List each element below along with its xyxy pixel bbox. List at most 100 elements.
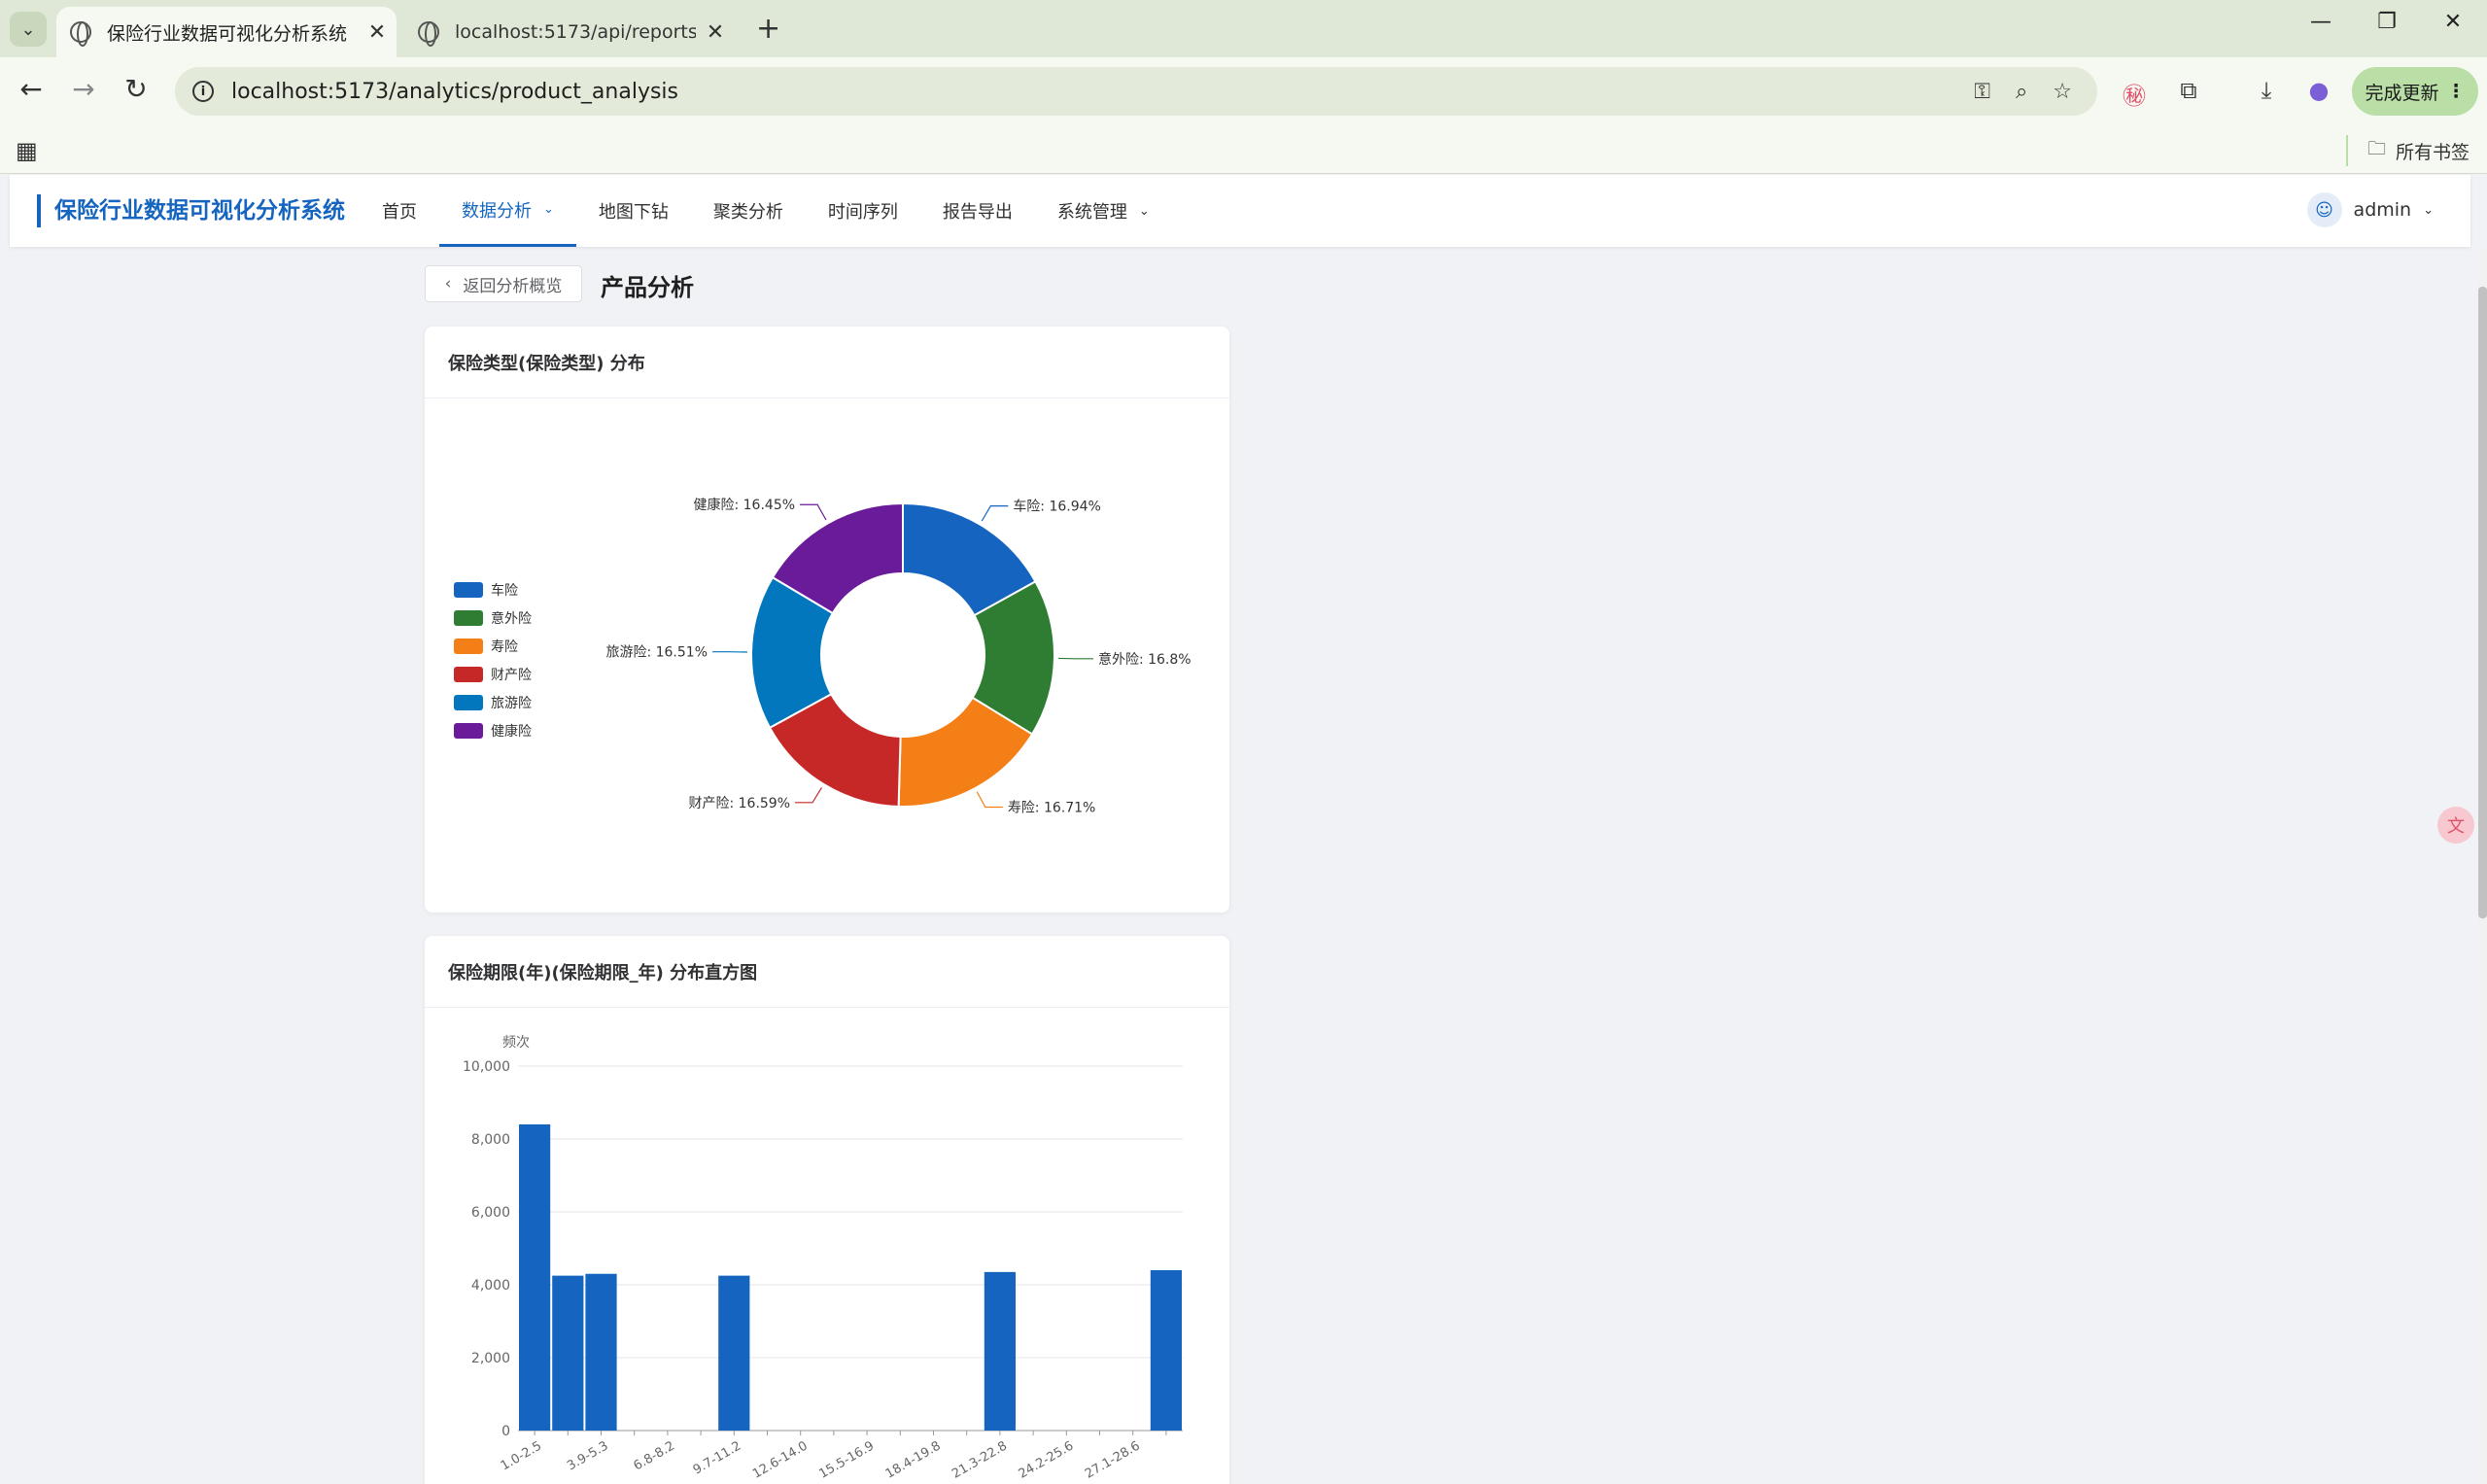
legend-item[interactable]: 车险 — [454, 575, 532, 604]
star-icon[interactable]: ☆ — [2053, 79, 2072, 104]
brand-title[interactable]: 保险行业数据可视化分析系统 — [37, 194, 345, 227]
pie-slice-label: 旅游险: 16.51% — [605, 645, 708, 661]
legend-item[interactable]: 寿险 — [454, 632, 532, 660]
legend-item[interactable]: 旅游险 — [454, 688, 532, 716]
histogram-bar[interactable] — [552, 1275, 584, 1431]
y-tick-label: 8,000 — [471, 1132, 510, 1148]
x-tick-label: 12.6-14.0 — [750, 1438, 811, 1481]
scrollbar-thumb[interactable] — [2478, 287, 2487, 918]
profile-avatar-icon[interactable]: ● — [2308, 77, 2330, 104]
x-tick-label: 21.3-22.8 — [950, 1438, 1010, 1481]
legend-swatch — [454, 694, 483, 710]
restore-icon: ❐ — [2377, 10, 2397, 34]
histogram-bar[interactable] — [585, 1273, 617, 1431]
arrow-left-icon: ← — [19, 73, 43, 105]
legend-label: 旅游险 — [491, 695, 532, 711]
pie-slice-label: 财产险: 16.59% — [688, 796, 790, 811]
update-button[interactable]: 完成更新 ⋮ — [2352, 67, 2478, 116]
menu-item-home[interactable]: 首页 — [360, 175, 439, 247]
pie-slice-label: 寿险: 16.71% — [1008, 799, 1096, 815]
main-menu: 首页 数据分析 ⌄ 地图下钻 聚类分析 时间序列 报告导出 系统管理 ⌄ — [360, 175, 1172, 247]
menu-item-label: 聚类分析 — [712, 202, 783, 223]
puzzle-icon[interactable]: ⧉ — [2180, 77, 2197, 104]
legend-item[interactable]: 健康险 — [454, 716, 532, 744]
page-scrollbar[interactable] — [2478, 248, 2487, 1484]
tab-title: 保险行业数据可视化分析系统 — [107, 22, 348, 45]
menu-item-system-admin[interactable]: 系统管理 ⌄ — [1035, 175, 1172, 247]
all-bookmarks-button[interactable]: 🗀 所有书签 — [2345, 135, 2470, 166]
key-icon[interactable]: ⚿ — [1974, 79, 1990, 104]
menu-item-time-series[interactable]: 时间序列 — [806, 175, 920, 247]
legend-label: 财产险 — [491, 667, 532, 683]
restore-button[interactable]: ❐ — [2367, 10, 2406, 34]
menu-item-cluster-analysis[interactable]: 聚类分析 — [691, 175, 806, 247]
translate-floating-icon[interactable]: 文 — [2437, 807, 2474, 844]
close-icon[interactable]: ✕ — [706, 19, 725, 45]
legend-swatch — [454, 581, 483, 598]
menu-item-label: 时间序列 — [827, 202, 898, 223]
legend-label: 意外险 — [491, 610, 532, 627]
chevron-down-icon: ⌄ — [1138, 203, 1150, 219]
y-tick-label: 0 — [501, 1424, 510, 1439]
more-vert-icon: ⋮ — [2446, 81, 2466, 102]
menu-item-map-drilldown[interactable]: 地图下钻 — [576, 175, 691, 247]
legend-label: 车险 — [491, 582, 518, 599]
close-icon[interactable]: ✕ — [367, 19, 387, 45]
update-label: 完成更新 — [2365, 82, 2439, 104]
close-window-button[interactable]: ✕ — [2434, 10, 2472, 34]
url-text[interactable]: localhost:5173/analytics/product_analysi… — [231, 79, 679, 104]
pie-label-line — [800, 503, 827, 521]
x-tick-label: 18.4-19.8 — [883, 1438, 944, 1481]
x-tick-label: 15.5-16.9 — [816, 1438, 877, 1481]
histogram-chart: 频次 0 2,000 4,000 6,000 8,000 10,000 1.0-2.5 3.9-… — [463, 1035, 1183, 1482]
legend-label: 寿险 — [491, 638, 518, 655]
browser-tab-active[interactable]: 保险行业数据可视化分析系统 ✕ — [56, 7, 397, 57]
pie-slice-label: 车险: 16.94% — [1013, 499, 1101, 515]
legend-item[interactable]: 意外险 — [454, 604, 532, 632]
legend-label: 健康险 — [491, 723, 532, 740]
user-name: admin — [2353, 199, 2412, 221]
pie-card-title: 保险类型(保险类型) 分布 — [425, 327, 1229, 398]
browser-toolbar: ← → ↻ i localhost:5173/analytics/product… — [0, 57, 2487, 125]
pie-slice[interactable] — [771, 501, 904, 615]
x-tick-label: 27.1-28.6 — [1083, 1438, 1143, 1481]
close-icon: ✕ — [2443, 10, 2463, 34]
menu-item-report-export[interactable]: 报告导出 — [920, 175, 1035, 247]
histogram-bar[interactable] — [1150, 1270, 1182, 1431]
reload-button[interactable]: ↻ — [117, 73, 155, 105]
menu-item-label: 地图下钻 — [598, 202, 669, 223]
x-tick-label: 3.9-5.3 — [565, 1438, 610, 1473]
download-icon[interactable]: ⤓ — [2261, 77, 2272, 104]
legend-item[interactable]: 财产险 — [454, 660, 532, 688]
minimize-button[interactable]: — — [2301, 10, 2340, 34]
menu-item-data-analysis[interactable]: 数据分析 ⌄ — [439, 175, 576, 247]
minimize-icon: — — [2310, 10, 2332, 34]
info-icon[interactable]: i — [192, 81, 214, 102]
y-axis-label: 频次 — [502, 1035, 530, 1051]
new-tab-button[interactable]: + — [756, 12, 780, 46]
chevron-down-icon: ⌄ — [2423, 202, 2434, 218]
apps-grid-icon[interactable]: ▦ — [16, 137, 38, 164]
tab-search-button[interactable]: ⌄ — [10, 12, 47, 47]
globe-icon — [418, 21, 439, 47]
histogram-card: 保险期限(年)(保险期限_年) 分布直方图 频次 0 2,000 4,000 6,000… — [425, 936, 1229, 1484]
app-header: 保险行业数据可视化分析系统 首页 数据分析 ⌄ 地图下钻 聚类分析 时间序列 报告… — [10, 175, 2470, 247]
zoom-icon[interactable]: ⌕ — [2015, 79, 2028, 104]
folder-icon: 🗀 — [2366, 138, 2386, 159]
y-tick-label: 10,000 — [463, 1059, 510, 1075]
back-label: 返回分析概览 — [463, 276, 563, 296]
address-bar[interactable]: i localhost:5173/analytics/product_analy… — [175, 67, 2097, 116]
back-button[interactable]: ← — [12, 73, 51, 105]
back-to-overview-button[interactable]: ‹ 返回分析概览 — [425, 265, 582, 302]
x-tick-label: 1.0-2.5 — [499, 1438, 544, 1473]
translate-extension-icon[interactable]: ㊙ — [2123, 83, 2146, 110]
histogram-bar[interactable] — [984, 1271, 1016, 1431]
pie-legend: 车险意外险寿险财产险旅游险健康险 — [454, 575, 532, 744]
histogram-bar[interactable] — [519, 1124, 551, 1431]
plus-icon: + — [756, 12, 781, 46]
user-menu[interactable]: ☺ admin ⌄ — [2306, 192, 2434, 227]
histogram-bar[interactable] — [718, 1275, 750, 1431]
forward-button[interactable]: → — [64, 73, 103, 105]
page-title: 产品分析 — [601, 274, 694, 301]
browser-tab-inactive[interactable]: localhost:5173/api/reports/d ✕ — [404, 7, 735, 57]
